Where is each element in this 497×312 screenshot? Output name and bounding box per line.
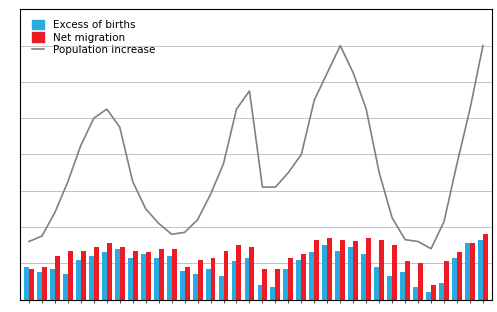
Bar (426, 292, 431, 300)
Bar (68, 251, 73, 300)
Bar (335, 251, 340, 300)
Bar (63, 274, 68, 300)
Bar (237, 245, 242, 300)
Bar (115, 249, 120, 300)
Bar (24, 267, 29, 300)
Bar (457, 252, 462, 300)
Bar (166, 256, 171, 300)
Bar (301, 254, 306, 300)
Bar (353, 241, 358, 300)
Bar (262, 269, 267, 300)
Bar (154, 258, 159, 300)
Bar (42, 267, 47, 300)
Legend: Excess of births, Net migration, Population increase: Excess of births, Net migration, Populat… (30, 17, 157, 57)
Bar (348, 247, 353, 300)
Bar (159, 249, 164, 300)
Bar (94, 247, 99, 300)
Bar (392, 245, 397, 300)
Bar (431, 285, 436, 300)
Bar (102, 252, 107, 300)
Bar (55, 256, 60, 300)
Bar (37, 272, 42, 300)
Bar (400, 272, 405, 300)
Bar (245, 258, 249, 300)
Bar (128, 258, 133, 300)
Bar (323, 245, 328, 300)
Bar (418, 263, 423, 300)
Bar (133, 251, 138, 300)
Bar (275, 269, 280, 300)
Bar (361, 254, 366, 300)
Bar (232, 261, 237, 300)
Bar (483, 234, 488, 300)
Bar (120, 247, 125, 300)
Bar (219, 276, 224, 300)
Bar (29, 269, 34, 300)
Bar (171, 249, 176, 300)
Bar (184, 267, 189, 300)
Bar (257, 285, 262, 300)
Bar (270, 287, 275, 300)
Bar (76, 260, 81, 300)
Bar (288, 258, 293, 300)
Bar (413, 287, 418, 300)
Bar (198, 260, 202, 300)
Bar (439, 283, 444, 300)
Bar (379, 240, 384, 300)
Bar (387, 276, 392, 300)
Bar (89, 256, 94, 300)
Bar (340, 240, 345, 300)
Bar (141, 254, 146, 300)
Bar (206, 269, 211, 300)
Bar (50, 269, 55, 300)
Bar (405, 261, 410, 300)
Bar (314, 240, 319, 300)
Bar (180, 271, 184, 300)
Bar (224, 251, 229, 300)
Bar (193, 274, 198, 300)
Bar (310, 252, 314, 300)
Bar (146, 252, 151, 300)
Bar (366, 238, 371, 300)
Bar (283, 269, 288, 300)
Bar (444, 261, 449, 300)
Bar (249, 247, 254, 300)
Bar (465, 243, 470, 300)
Bar (211, 258, 216, 300)
Bar (296, 260, 301, 300)
Bar (452, 258, 457, 300)
Bar (470, 243, 475, 300)
Bar (107, 243, 112, 300)
Bar (374, 267, 379, 300)
Bar (81, 251, 86, 300)
Bar (328, 238, 332, 300)
Bar (478, 240, 483, 300)
